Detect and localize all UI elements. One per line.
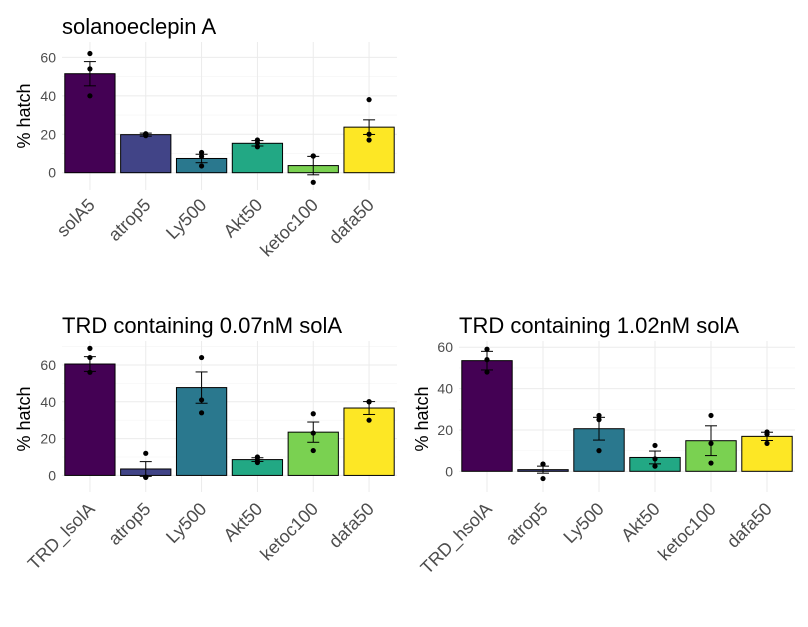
data-point <box>254 144 261 150</box>
data-point <box>87 50 93 57</box>
y-axis-label: % hatch <box>412 386 432 451</box>
chart-title: TRD containing 0.07nM solA <box>62 313 342 338</box>
y-tick-label: 60 <box>40 357 56 373</box>
data-point <box>143 450 149 456</box>
data-point <box>366 137 372 143</box>
y-tick-label: 0 <box>48 165 56 181</box>
y-axis-label: % hatch <box>14 386 34 451</box>
data-point <box>484 369 490 375</box>
data-point <box>708 440 714 446</box>
data-point <box>484 357 490 363</box>
data-point <box>198 153 205 159</box>
data-point <box>652 442 658 449</box>
y-tick-label: 40 <box>437 381 453 397</box>
data-point <box>596 448 602 454</box>
y-tick-label: 20 <box>40 431 56 447</box>
data-point <box>87 354 93 361</box>
y-tick-label: 60 <box>40 49 56 65</box>
data-point <box>87 345 93 351</box>
data-point <box>143 474 149 480</box>
data-point <box>198 410 205 416</box>
y-tick-label: 40 <box>40 394 56 410</box>
data-point <box>484 346 490 352</box>
y-tick-label: 0 <box>48 467 56 483</box>
data-point <box>254 137 261 143</box>
data-point <box>596 412 602 419</box>
data-point <box>708 412 714 419</box>
data-point <box>87 93 93 99</box>
data-point <box>708 460 714 466</box>
data-point <box>652 456 658 462</box>
data-point <box>366 399 372 405</box>
y-tick-label: 20 <box>40 126 56 142</box>
y-axis-label: % hatch <box>14 83 34 148</box>
data-point <box>366 417 372 423</box>
chart-title: TRD containing 1.02nM solA <box>459 313 739 338</box>
data-point <box>764 429 770 435</box>
bar <box>120 134 172 174</box>
data-point <box>310 447 316 454</box>
data-point <box>366 131 372 137</box>
data-point <box>143 131 149 137</box>
bar <box>64 73 116 174</box>
y-tick-label: 20 <box>437 422 453 438</box>
y-tick-label: 60 <box>437 339 453 355</box>
data-point <box>198 354 205 361</box>
bar <box>461 360 513 472</box>
data-point <box>540 461 546 467</box>
y-tick-label: 40 <box>40 88 56 104</box>
data-point <box>764 440 770 446</box>
data-point <box>310 411 316 417</box>
data-point <box>652 463 658 469</box>
data-point <box>87 369 93 375</box>
data-point <box>310 179 316 185</box>
data-point <box>310 430 316 436</box>
chart-title: solanoeclepin A <box>62 14 216 39</box>
data-point <box>198 163 205 169</box>
data-point <box>254 454 261 460</box>
data-point <box>198 149 205 156</box>
data-point <box>366 97 372 103</box>
bar <box>64 363 116 476</box>
y-tick-label: 0 <box>445 463 453 479</box>
data-point <box>198 397 205 403</box>
data-point <box>596 417 602 423</box>
data-point <box>87 66 93 72</box>
data-point <box>540 475 546 482</box>
data-point <box>310 153 316 159</box>
